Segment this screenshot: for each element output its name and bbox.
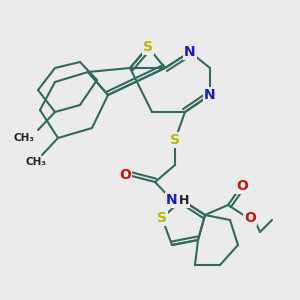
Text: O: O (119, 168, 131, 182)
Text: S: S (157, 211, 167, 225)
Text: N: N (184, 45, 196, 59)
Text: S: S (143, 40, 153, 54)
Text: CH₃: CH₃ (26, 157, 46, 167)
Text: N: N (204, 88, 216, 102)
Text: CH₃: CH₃ (13, 133, 34, 143)
Text: N: N (166, 193, 178, 207)
Text: O: O (236, 179, 248, 193)
Text: H: H (179, 194, 189, 206)
Text: S: S (170, 133, 180, 147)
Text: O: O (244, 211, 256, 225)
